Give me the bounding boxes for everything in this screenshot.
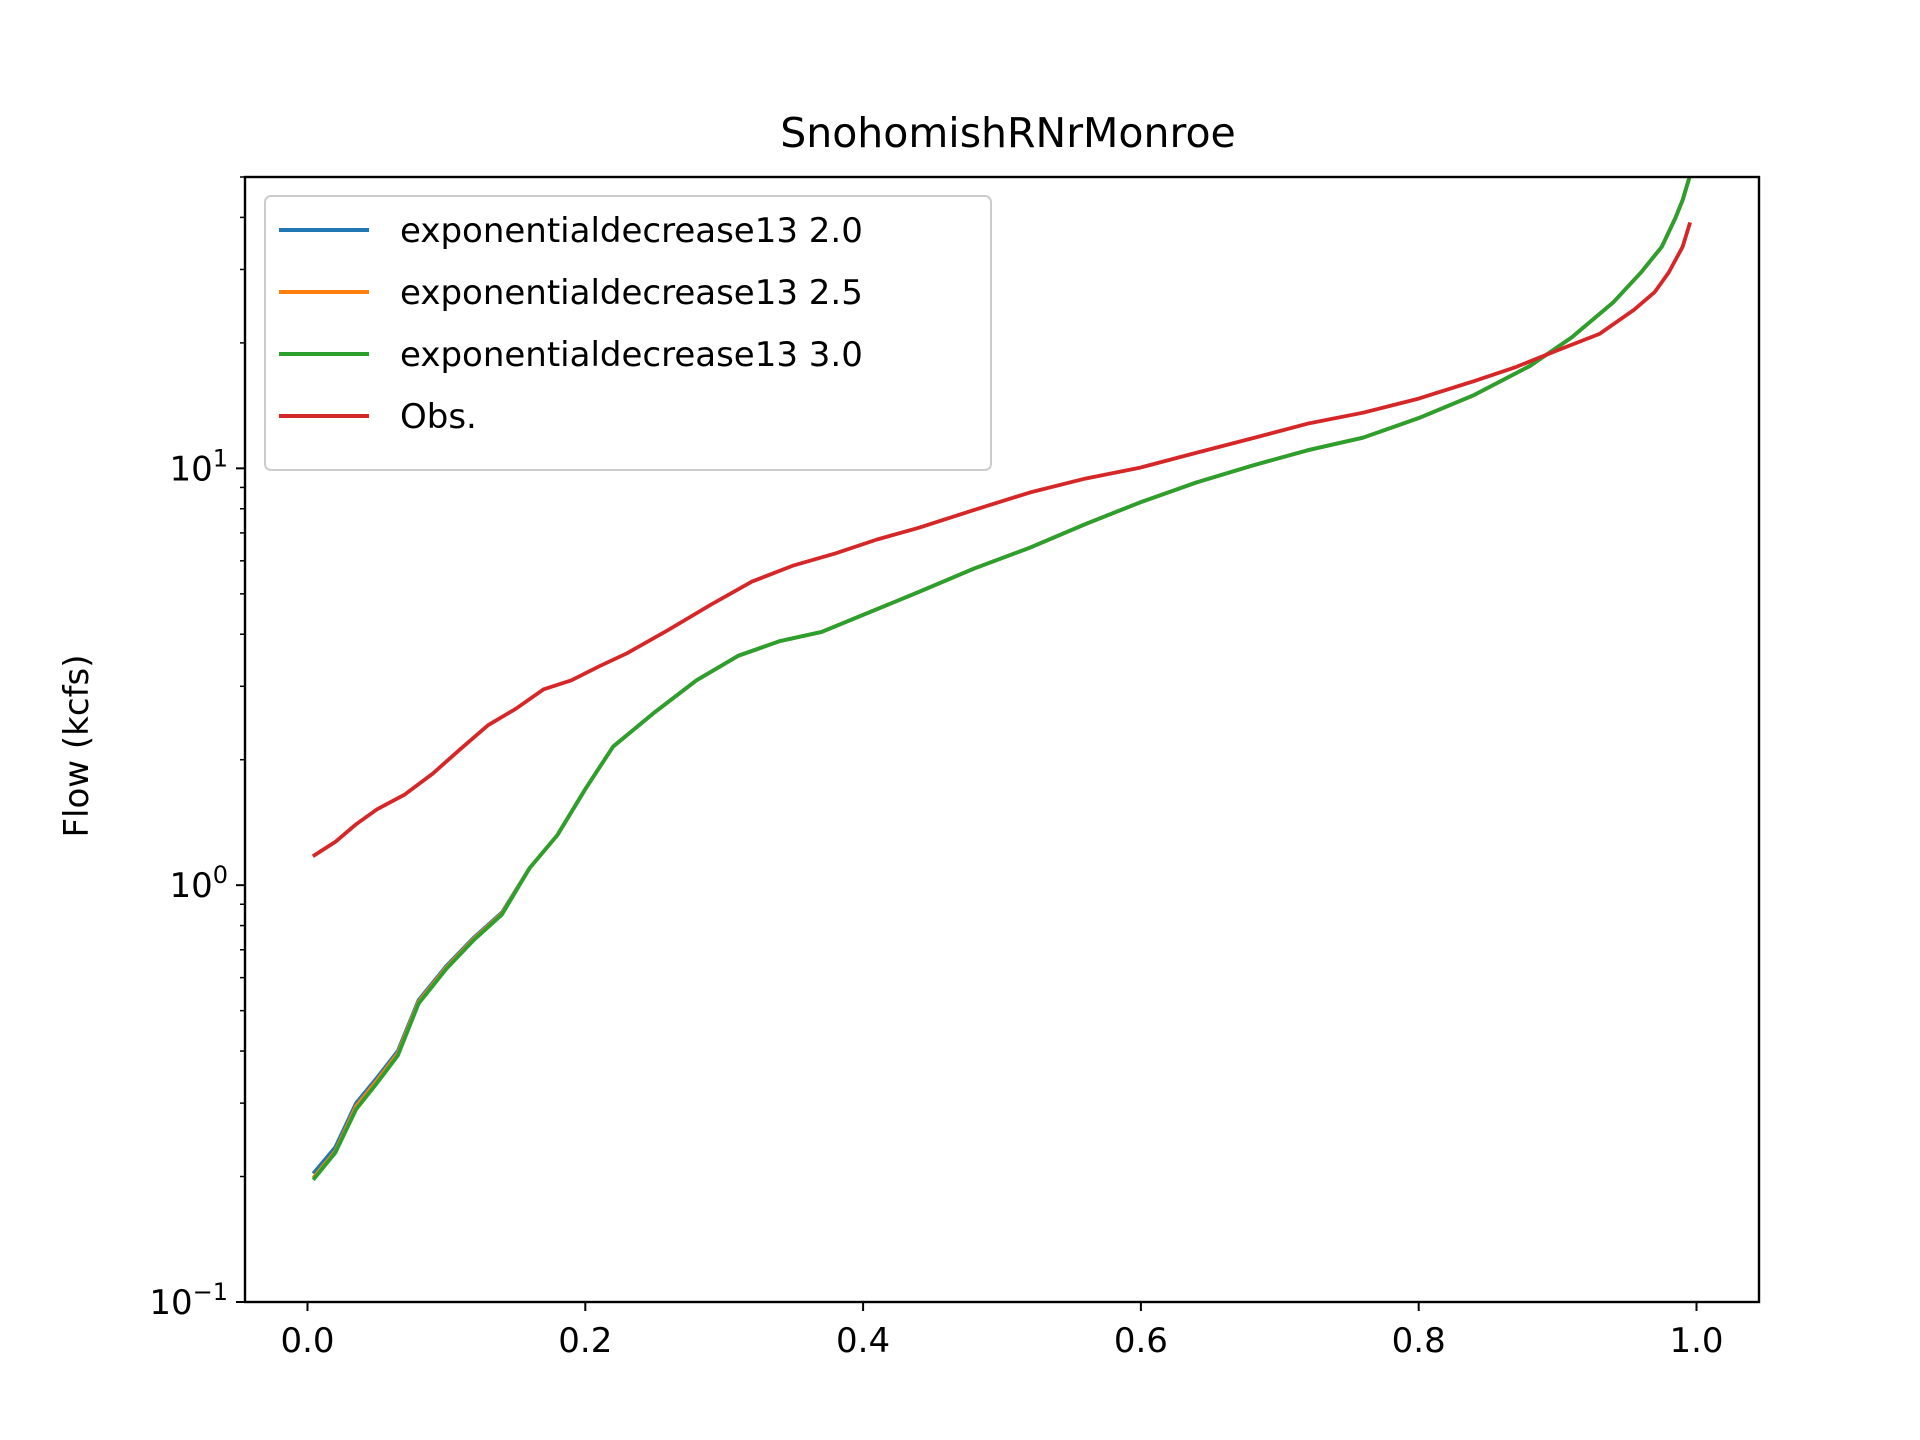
legend-entry-label: exponentialdecrease13 2.0: [400, 211, 863, 251]
x-tick-label: 0.4: [836, 1321, 890, 1361]
legend: exponentialdecrease13 2.0 exponentialdecr…: [264, 195, 992, 471]
y-tick-label: 101: [169, 444, 228, 489]
x-axis: 0.0 0.2 0.4 0.6 0.8 1.0: [280, 1302, 1724, 1361]
legend-entry-label: exponentialdecrease13 3.0: [400, 335, 863, 375]
y-tick-label: 100: [169, 861, 228, 906]
legend-entry-label: exponentialdecrease13 2.5: [400, 273, 863, 313]
legend-box: [264, 195, 992, 471]
y-tick-label: 10−1: [149, 1278, 228, 1323]
x-tick-label: 0.8: [1392, 1321, 1446, 1361]
series-group: [311, 177, 1692, 1182]
x-tick-label: 0.2: [558, 1321, 612, 1361]
series-line-3: [311, 221, 1692, 858]
x-tick-label: 0.6: [1114, 1321, 1168, 1361]
plot-frame: [243, 175, 1761, 1304]
legend-entry-label: Obs.: [400, 397, 477, 437]
x-tick-label: 1.0: [1669, 1321, 1723, 1361]
chart-title: SnohomishRNrMonroe: [780, 109, 1236, 157]
y-axis: 10−1 100 101: [149, 176, 245, 1323]
x-tick-label: 0.0: [280, 1321, 334, 1361]
series-line-2: [311, 177, 1692, 1182]
y-axis-label: Flow (kcfs): [57, 654, 97, 837]
